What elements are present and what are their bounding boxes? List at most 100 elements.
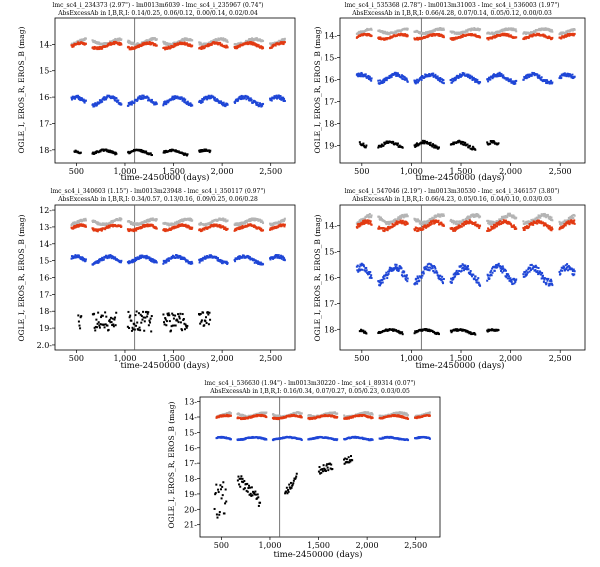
data-point-black [143, 330, 145, 332]
data-point-blue [499, 75, 501, 77]
data-point-black [200, 313, 202, 315]
data-point-gray [456, 220, 458, 222]
data-point-blue [151, 99, 153, 101]
data-point-red [528, 226, 530, 228]
x-tick-label: 1,000 [400, 354, 423, 363]
data-point-black [138, 312, 140, 314]
data-point-gray [371, 29, 373, 31]
y-tick-label: 14- [324, 32, 337, 41]
data-point-black [471, 148, 473, 150]
data-point-black [96, 326, 98, 328]
x-tick-label: 2,000 [211, 354, 234, 363]
x-tick-label: 1,000 [114, 354, 137, 363]
data-point-black [78, 325, 80, 327]
data-point-blue [560, 77, 562, 79]
data-point-blue [227, 104, 229, 106]
x-tick-label: 2,000 [499, 167, 522, 176]
data-point-black [163, 321, 165, 323]
data-point-blue [71, 99, 73, 101]
data-point-black [110, 317, 112, 319]
panel-4-title-line2: AbsExcessAb in I,B,R,I: 0.66/4.23, 0.05/… [351, 196, 552, 203]
panel-2: lmc_sc4_i_535368 (2.78") - lm0013m31003 … [313, 2, 585, 183]
data-point-blue [463, 73, 465, 75]
data-point-black [140, 322, 142, 324]
data-point-blue [184, 99, 186, 101]
data-point-black [201, 319, 203, 321]
data-point-blue [551, 81, 553, 83]
data-point-gray [479, 216, 481, 218]
data-point-gray [156, 219, 158, 221]
data-point-black [93, 313, 95, 315]
data-point-black [174, 315, 176, 317]
panel-4: lmc_sc4_i_547046 (2.19") - lm0013m30530 … [313, 188, 585, 371]
data-point-red [120, 43, 122, 45]
data-point-red [384, 230, 386, 232]
data-point-black [113, 319, 115, 321]
data-point-blue [85, 100, 87, 102]
data-point-black [141, 315, 143, 317]
data-point-blue [476, 79, 478, 81]
data-point-blue [120, 103, 122, 105]
data-point-black [133, 323, 135, 325]
data-point-red [551, 228, 553, 230]
data-point-black [141, 319, 143, 321]
x-tick-label: 500 [69, 167, 84, 176]
data-point-red [532, 224, 534, 226]
data-point-black [489, 143, 491, 145]
data-point-red [191, 45, 193, 47]
data-point-black [143, 316, 145, 318]
data-point-black [150, 330, 152, 332]
data-point-blue [489, 79, 491, 81]
x-tick-label: 500 [69, 354, 84, 363]
data-point-gray [572, 217, 574, 219]
data-point-blue [257, 102, 259, 104]
data-point-blue [191, 104, 193, 106]
data-point-blue [199, 261, 201, 263]
data-point-gray [244, 222, 246, 224]
data-point-blue [156, 261, 158, 263]
data-point-gray [443, 29, 445, 31]
data-point-black [148, 320, 150, 322]
data-point-blue [487, 80, 489, 82]
data-point-gray [369, 213, 371, 215]
data-point-red [443, 225, 445, 227]
data-point-black [203, 324, 205, 326]
data-point-blue [133, 102, 135, 104]
y-tick-label: 15- [39, 67, 52, 76]
data-point-black [208, 323, 210, 325]
data-point-blue [120, 260, 122, 262]
data-point-black [402, 147, 404, 149]
data-point-black [166, 320, 168, 322]
data-point-black [469, 145, 471, 147]
data-point-black [177, 313, 179, 315]
data-point-blue [101, 101, 103, 103]
data-point-black [172, 325, 174, 327]
y-tick-label: 17- [39, 119, 52, 128]
data-point-black [104, 311, 106, 313]
data-point-black [134, 329, 136, 331]
data-point-gray [490, 220, 492, 222]
data-point-black [207, 311, 209, 313]
data-point-red [417, 230, 419, 232]
data-point-red [405, 224, 407, 226]
data-point-blue [223, 102, 225, 104]
x-tick-label: 1,500 [162, 167, 185, 176]
y-tick-label: 16- [39, 93, 52, 102]
data-point-black [129, 315, 131, 317]
data-point-red [438, 220, 440, 222]
data-point-gray [416, 220, 418, 222]
data-point-red [191, 227, 193, 229]
data-point-black [103, 324, 105, 326]
data-point-blue [365, 73, 367, 75]
data-point-black [467, 144, 469, 146]
data-point-blue [391, 76, 393, 78]
data-point-black [151, 154, 153, 156]
data-point-black [97, 312, 99, 314]
data-point-black [80, 152, 82, 154]
panel-2-title-line2: AbsExcessAb in I,B,R,I: 0.66/4.28, 0.07/… [351, 10, 552, 17]
data-point-black [181, 329, 183, 331]
data-point-red [219, 42, 221, 44]
data-point-black [183, 318, 185, 320]
data-point-gray [443, 215, 445, 217]
